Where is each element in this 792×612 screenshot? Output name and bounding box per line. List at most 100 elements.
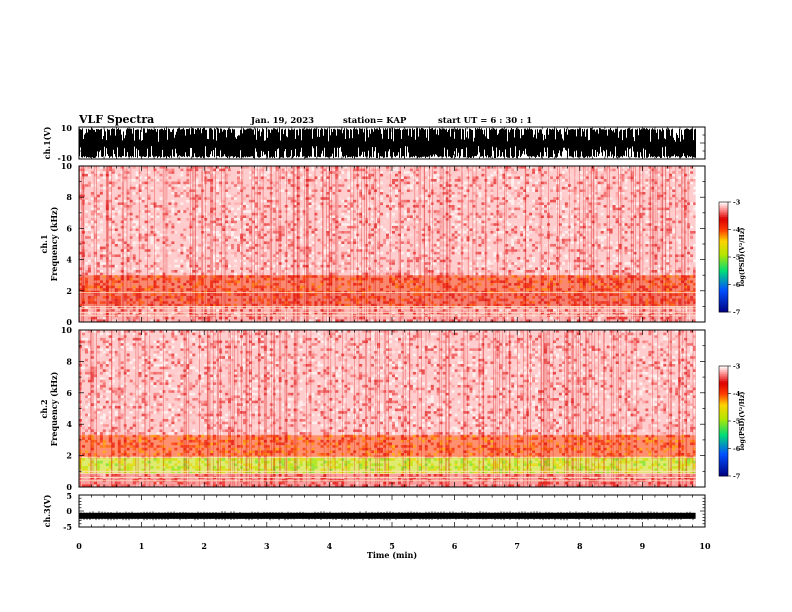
colorbar-segment (719, 275, 728, 278)
ch3-waveform-trace (79, 511, 696, 521)
colorbar-segment (719, 262, 728, 265)
colorbar-tick-label: -3 (733, 199, 741, 207)
colorbar-segment (719, 282, 728, 285)
colorbar-segment (719, 439, 728, 442)
ch3-ylabel: ch.3(V) (42, 494, 52, 527)
freq-tick-label: 4 (66, 255, 72, 265)
colorbar-segment (719, 249, 728, 252)
colorbar-segment (719, 413, 728, 416)
colorbar-segment (719, 220, 728, 223)
colorbar-segment (719, 450, 728, 453)
colorbar-segment (719, 286, 728, 289)
time-tick-label: 1 (139, 541, 145, 551)
colorbar-segment (719, 395, 728, 398)
colorbar-segment (719, 279, 728, 282)
colorbar-segment (719, 404, 728, 407)
colorbar-segment (719, 375, 728, 378)
colorbar-segment (719, 400, 728, 404)
colorbar-segment (719, 419, 728, 422)
colorbar-segment (719, 269, 728, 273)
colorbar-segment (719, 380, 728, 383)
colorbar-segment (719, 227, 728, 230)
colorbar-label: log(PSD)(V²/Hz) (738, 228, 746, 287)
colorbar-segment (719, 410, 728, 413)
colorbar-segment (719, 291, 728, 295)
colorbar-segment (719, 299, 728, 302)
time-xlabel: Time (min) (367, 550, 417, 560)
ch1-spectrogram-image (79, 166, 705, 322)
colorbar-segment (719, 389, 728, 393)
time-tick-label: 5 (389, 541, 395, 551)
colorbar-segment (719, 224, 728, 227)
colorbar-segment (719, 378, 728, 382)
colorbar-tick-label: -7 (733, 473, 740, 481)
colorbar-segment (719, 430, 728, 433)
colorbar-segment (719, 288, 728, 291)
colorbar-segment (719, 266, 728, 269)
colorbar-segment (719, 421, 728, 424)
colorbar-segment (719, 437, 728, 440)
colorbar-segment (719, 373, 728, 376)
colorbar-segment (719, 295, 728, 298)
time-xticklabels: 0 1 2 3 4 5 6 7 8 9 10 (76, 541, 711, 551)
colorbar-segment (719, 369, 728, 372)
colorbar-segment (719, 448, 728, 451)
ch2-spectrogram-axes (78, 329, 706, 488)
colorbar-segment (719, 242, 728, 245)
colorbar-segment (719, 213, 728, 216)
freq-tick-label: 0 (66, 482, 72, 492)
time-tick-label: 9 (640, 541, 646, 551)
ch3-waveform-panel: 5 0 -5 ch.3(V) 0 1 2 3 4 5 6 7 8 9 10 Time (min) (42, 491, 711, 560)
colorbar-label: log(PSD)(V²/Hz) (738, 392, 746, 451)
colorbar-segment (719, 235, 728, 238)
colorbar-segment (719, 411, 728, 415)
colorbar-segment (719, 247, 728, 251)
colorbar-segment (719, 454, 728, 457)
colorbar-segment (719, 244, 728, 247)
time-tick-label: 8 (577, 541, 583, 551)
colorbar-segment (719, 246, 728, 249)
time-tick-label: 7 (514, 541, 520, 551)
ch3-ytick-bottom: -5 (63, 522, 72, 532)
colorbar-segment (719, 366, 728, 369)
colorbar-segment (719, 399, 728, 402)
colorbar-segment (719, 203, 728, 207)
colorbar-segment (719, 384, 728, 387)
colorbar-segment (719, 463, 728, 466)
ch2-spectrogram-image (79, 330, 705, 488)
colorbar-segment (719, 386, 728, 389)
colorbar-segment (719, 207, 728, 210)
colorbar-segment (719, 417, 728, 420)
colorbar-segment (719, 452, 728, 455)
colorbar-segment (719, 441, 728, 444)
ch1-ylabel: ch.1(V) (42, 126, 52, 159)
colorbar-segment (719, 231, 728, 234)
ch2-spec-ylabel-freq: Frequency (kHz) (49, 371, 59, 446)
ch2-spectrogram-yticklabels: 0 2 4 6 8 10 (61, 325, 73, 492)
colorbar-segment (719, 428, 728, 431)
colorbar-segment (719, 402, 728, 405)
time-tick-label: 4 (327, 541, 333, 551)
colorbar-segment (719, 474, 728, 477)
colorbar-segment (719, 255, 728, 258)
colorbar-segment (719, 470, 728, 473)
ch1-waveform-axes (78, 126, 706, 160)
colorbar-segment (719, 388, 728, 391)
no-data-area (695, 166, 705, 322)
ch1-ytick-top: 10 (61, 123, 73, 133)
colorbar-segment (719, 472, 728, 475)
colorbar-tick-label: -3 (733, 363, 741, 371)
colorbar-segment (719, 457, 728, 460)
colorbar-segment (719, 284, 728, 287)
colorbar-segment (719, 202, 728, 205)
colorbar-segment (719, 459, 728, 462)
colorbar-segment (719, 466, 728, 470)
spectrogram-texture (79, 330, 705, 488)
colorbar-tick-label: -7 (733, 309, 740, 317)
ch2-spectrogram-panel: 0 2 4 6 8 10 ch.2 Frequency (kHz) -3 -4 -5 -6 -7 l… (39, 325, 746, 492)
colorbar-segment (719, 391, 728, 394)
colorbar-segment (719, 297, 728, 300)
colorbar-segment (719, 426, 728, 429)
colorbar-tick-label: -5 (733, 254, 741, 262)
